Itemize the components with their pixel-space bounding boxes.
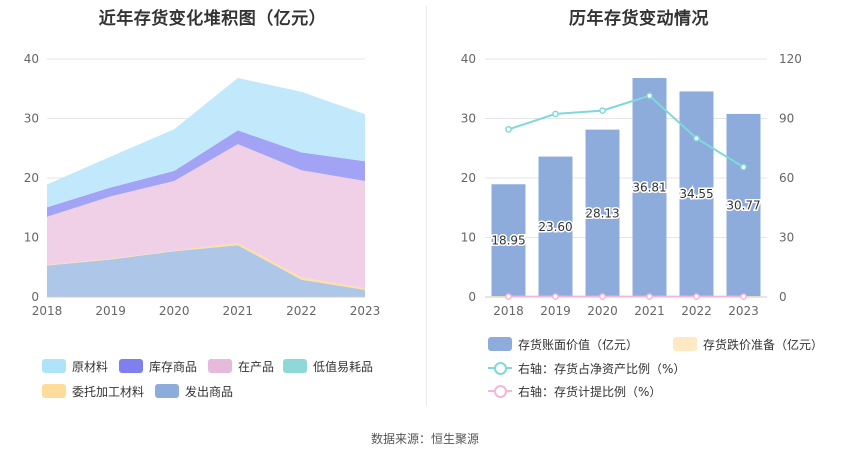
legend-item-wip[interactable]: 在产品	[208, 358, 274, 374]
x-tick-label: 2019	[540, 304, 571, 318]
y-tick-label: 40	[24, 52, 39, 66]
data-source: 数据来源：恒生聚源	[370, 432, 479, 446]
line-point	[599, 107, 606, 114]
bar	[491, 184, 526, 297]
line-point	[599, 293, 606, 300]
y-tick-label: 30	[461, 112, 476, 126]
line-point	[693, 293, 700, 300]
bar-data-label: 23.60	[538, 220, 572, 234]
line-point	[740, 293, 747, 300]
legend-item-ratio-assets[interactable]: 右轴：存货占净资产比例（%）	[488, 360, 685, 376]
legend-label: 存货跌价准备（亿元）	[703, 337, 824, 352]
x-tick-label: 2020	[159, 304, 190, 318]
legend-item-commissioned[interactable]: 委托加工材料	[42, 383, 144, 399]
bar	[632, 77, 667, 297]
x-tick-label: 2018	[493, 304, 524, 318]
legend-line-swatch	[488, 384, 512, 398]
right-legend: 存货账面价值（亿元） 存货跌价准备（亿元） 右轴：存货占净资产比例（%） 右轴：…	[488, 336, 848, 406]
y-tick-label: 40	[461, 52, 476, 66]
panel-divider	[426, 6, 427, 406]
x-tick-label: 2019	[95, 304, 126, 318]
area-series	[47, 130, 365, 217]
y-tick-label: 10	[24, 231, 39, 245]
x-tick-label: 2020	[587, 304, 618, 318]
x-tick-label: 2022	[681, 304, 712, 318]
bar-data-label: 34.55	[679, 187, 713, 201]
y-tick-label: 0	[468, 290, 476, 304]
legend-swatch	[119, 359, 143, 373]
legend-label: 右轴：存货计提比例（%）	[518, 384, 662, 399]
y2-tick-label: 0	[779, 290, 787, 304]
bar-data-label: 28.13	[585, 206, 619, 220]
legend-swatch	[283, 359, 307, 373]
x-tick-label: 2022	[286, 304, 317, 318]
x-tick-label: 2018	[32, 304, 63, 318]
legend-swatch	[673, 337, 697, 351]
line-point	[740, 163, 747, 171]
y-tick-label: 20	[24, 171, 39, 185]
y2-tick-label: 30	[779, 231, 794, 245]
bar-data-label: 18.95	[491, 234, 525, 248]
legend-label: 存货账面价值（亿元）	[518, 337, 639, 352]
legend-label: 在产品	[238, 359, 275, 374]
legend-item-inventory-goods[interactable]: 库存商品	[119, 358, 197, 374]
bar-data-label: 30.77	[726, 198, 760, 212]
legend-label: 发出商品	[185, 384, 234, 399]
line-point	[693, 134, 700, 142]
bar	[679, 91, 714, 298]
line-point	[552, 110, 559, 118]
legend-label: 右轴：存货占净资产比例（%）	[518, 361, 686, 376]
legend-label: 低值易耗品	[313, 359, 374, 374]
x-tick-label: 2021	[223, 304, 254, 318]
line-point	[505, 126, 512, 133]
legend-swatch	[155, 384, 179, 398]
x-tick-label: 2023	[728, 304, 759, 318]
y-tick-label: 20	[461, 171, 476, 185]
line-point	[646, 92, 653, 100]
series-line	[508, 94, 745, 168]
legend-swatch	[42, 384, 66, 398]
legend-swatch	[42, 359, 66, 373]
y2-tick-label: 120	[779, 52, 802, 66]
right-chart-title: 历年存货变动情况	[569, 9, 709, 29]
legend-line-swatch	[488, 361, 512, 375]
y2-tick-label: 90	[779, 112, 794, 126]
legend-item-raw-materials[interactable]: 原材料	[42, 358, 108, 374]
area-series	[47, 78, 365, 208]
right-chart-panel: 历年存货变动情况 0 10 20 30 40 0 30 60 90 120 2018 2019 2020…	[428, 0, 850, 420]
y2-tick-label: 60	[779, 171, 794, 185]
legend-label: 委托加工材料	[72, 384, 145, 399]
legend-item-low-value[interactable]: 低值易耗品	[283, 358, 373, 374]
left-legend: 原材料 库存商品 在产品 低值易耗品 委托加工材料 发出商品	[42, 358, 422, 402]
bar-line-combo-chart: 0 10 20 30 40 0 30 60 90 120 2018 2019 2020 2021 2022 2…	[461, 52, 802, 318]
x-tick-label: 2021	[634, 304, 665, 318]
bar	[585, 129, 620, 297]
line-point	[505, 293, 512, 300]
y-tick-label: 30	[24, 112, 39, 126]
legend-swatch	[488, 337, 512, 351]
x-tick-label: 2023	[350, 304, 381, 318]
legend-label: 库存商品	[149, 359, 198, 374]
left-chart-title: 近年存货变化堆积图（亿元）	[98, 9, 327, 29]
area-series	[47, 245, 365, 297]
line-point	[552, 293, 559, 300]
legend-item-shipped-goods[interactable]: 发出商品	[155, 383, 233, 399]
bar	[726, 113, 761, 297]
bar	[538, 156, 573, 297]
legend-item-book-value[interactable]: 存货账面价值（亿元）	[488, 336, 638, 352]
bar-data-label: 36.81	[632, 180, 666, 194]
y-tick-label: 0	[31, 290, 39, 304]
area-series	[47, 144, 365, 289]
legend-item-ratio-provision[interactable]: 右轴：存货计提比例（%）	[488, 383, 661, 399]
legend-item-impairment[interactable]: 存货跌价准备（亿元）	[673, 336, 823, 352]
stacked-area-chart: 0 10 20 30 40 2018 2019 2020 2021 2022 2023	[24, 52, 381, 318]
y-tick-label: 10	[461, 231, 476, 245]
line-point	[646, 293, 653, 300]
legend-swatch	[208, 359, 232, 373]
left-chart-panel: 近年存货变化堆积图（亿元） 0 10 20 30 40 2018 2019 2020 2021 2…	[0, 0, 425, 420]
legend-label: 原材料	[72, 359, 109, 374]
